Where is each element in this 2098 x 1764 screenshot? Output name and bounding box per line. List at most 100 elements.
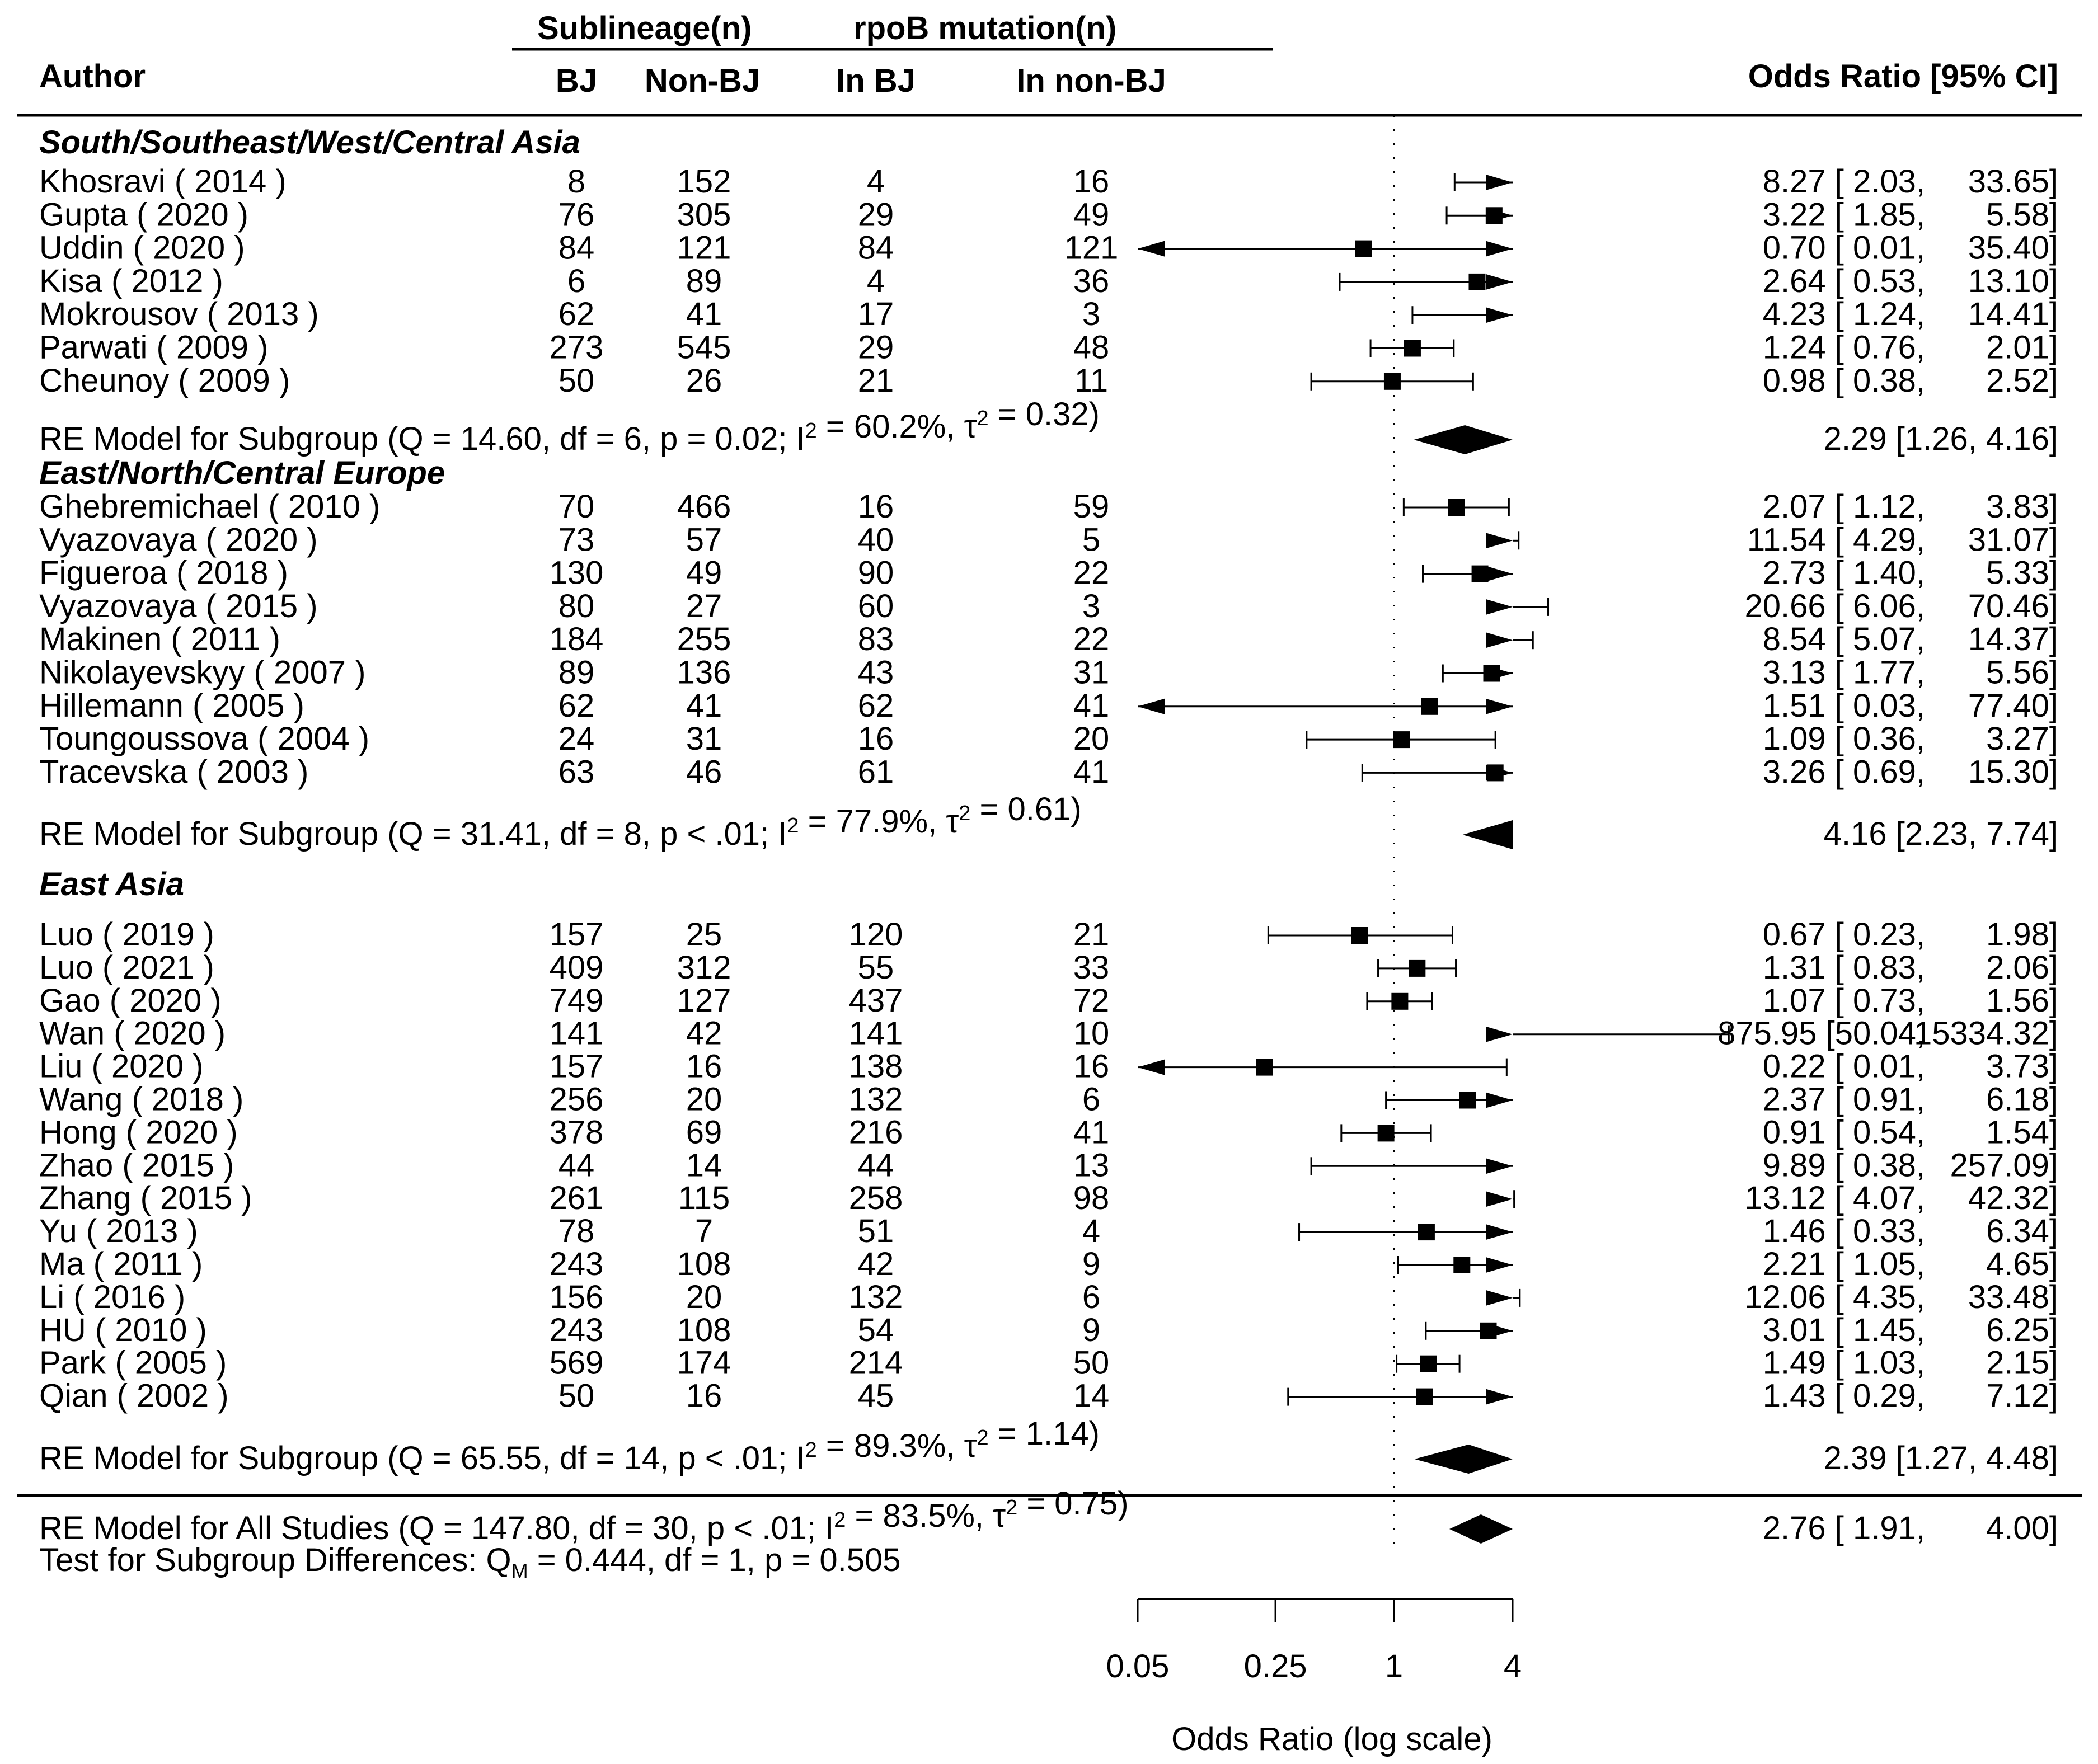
study-in-nonbj: 3 — [1082, 588, 1100, 624]
study-nonbj: 16 — [686, 1378, 722, 1414]
study-in-bj: 29 — [858, 196, 894, 233]
study-estimate: 2.21 [ 1.05, — [1763, 1246, 1925, 1282]
study-nonbj: 26 — [686, 363, 722, 399]
study-author: Makinen ( 2011 ) — [39, 621, 280, 657]
study-upper-ci: 257.09] — [1950, 1147, 2058, 1183]
x-tick-label: 0.05 — [1106, 1648, 1170, 1685]
study-upper-ci: 2.52] — [1986, 363, 2058, 399]
study-estimate: 0.98 [ 0.38, — [1763, 363, 1925, 399]
study-upper-ci: 70.46] — [1968, 588, 2058, 624]
study-in-nonbj: 121 — [1064, 230, 1119, 266]
study-author: Nikolayevskyy ( 2007 ) — [39, 655, 365, 691]
overall-model-label: RE Model for All Studies (Q = 147.80, df… — [39, 1485, 1129, 1546]
study-in-bj: 437 — [849, 982, 903, 1019]
study-author: Li ( 2016 ) — [39, 1279, 185, 1315]
study-in-nonbj: 50 — [1073, 1345, 1110, 1381]
study-upper-ci: 13.10] — [1968, 263, 2058, 299]
study-author: Wan ( 2020 ) — [39, 1015, 226, 1052]
study-estimate: 20.66 [ 6.06, — [1745, 588, 1925, 624]
study-in-bj: 16 — [858, 488, 894, 525]
study-upper-ci: 6.25] — [1986, 1312, 2058, 1348]
study-estimate: 1.49 [ 1.03, — [1763, 1345, 1925, 1381]
study-upper-ci: 33.65] — [1968, 163, 2058, 200]
superscript: 2 — [959, 802, 970, 825]
study-estimate: 2.73 [ 1.40, — [1763, 555, 1925, 591]
study-author: Khosravi ( 2014 ) — [39, 163, 287, 200]
study-bj: 62 — [558, 296, 595, 332]
study-nonbj: 20 — [686, 1081, 722, 1118]
study-in-nonbj: 4 — [1082, 1213, 1100, 1249]
forest-content: South/Southeast/West/Central AsiaKhosrav… — [17, 115, 2082, 1582]
study-nonbj: 136 — [677, 655, 731, 691]
study-author: Cheunoy ( 2009 ) — [39, 363, 290, 399]
study-in-nonbj: 6 — [1082, 1279, 1100, 1315]
study-bj: 24 — [558, 721, 595, 757]
study-author: Luo ( 2019 ) — [39, 916, 214, 953]
label-part: = 0.61) — [970, 791, 1081, 827]
study-in-nonbj: 11 — [1074, 363, 1108, 399]
point-estimate — [1471, 565, 1489, 582]
study-bj: 409 — [550, 949, 604, 986]
label-part: Test for Subgroup Differences: Q — [39, 1542, 511, 1578]
subgroup-model-label: RE Model for Subgroup (Q = 14.60, df = 6… — [39, 396, 1100, 457]
point-estimate — [1409, 959, 1426, 977]
study-in-bj: 120 — [849, 916, 903, 953]
study-upper-ci: 15.30] — [1968, 754, 2058, 790]
study-bj: 89 — [558, 655, 595, 691]
study-author: Tracevska ( 2003 ) — [39, 754, 308, 790]
ci-arrow-left — [1138, 241, 1165, 257]
study-in-bj: 51 — [858, 1213, 894, 1249]
study-author: Toungoussova ( 2004 ) — [39, 721, 369, 757]
study-in-nonbj: 21 — [1073, 916, 1110, 953]
study-author: Park ( 2005 ) — [39, 1345, 227, 1381]
study-estimate: 1.07 [ 0.73, — [1763, 982, 1925, 1019]
x-axis: Odds Ratio (log scale) 0.05 0.25 1 4 — [1106, 1598, 1522, 1757]
study-in-bj: 141 — [849, 1015, 903, 1052]
superscript: 2 — [805, 419, 817, 443]
study-bj: 44 — [558, 1147, 595, 1183]
ci-arrow-right — [1486, 1290, 1513, 1306]
subgroup-diamond — [1462, 820, 1513, 849]
study-upper-ci: 33.48] — [1968, 1279, 2058, 1315]
study-upper-ci: 35.40] — [1968, 230, 2058, 266]
study-nonbj: 121 — [677, 230, 731, 266]
subgroup-model-label: RE Model for Subgroup (Q = 31.41, df = 8… — [39, 791, 1082, 852]
ci-arrow-right — [1486, 698, 1513, 714]
ci-arrow-right — [1486, 1389, 1513, 1405]
study-in-bj: 4 — [867, 263, 885, 299]
study-bj: 8 — [567, 163, 585, 200]
study-estimate: 1.51 [ 0.03, — [1763, 688, 1925, 724]
point-estimate — [1351, 927, 1368, 944]
study-upper-ci: 14.41] — [1968, 296, 2058, 332]
study-upper-ci: 31.07] — [1968, 521, 2058, 558]
study-in-bj: 61 — [858, 754, 894, 790]
study-nonbj: 16 — [686, 1048, 722, 1085]
study-bj: 378 — [550, 1114, 604, 1150]
point-estimate — [1421, 698, 1438, 715]
ci-arrow-right — [1486, 599, 1513, 615]
study-upper-ci: 1.98] — [1986, 916, 2058, 953]
overall-diamond — [1449, 1514, 1513, 1544]
study-in-nonbj: 14 — [1073, 1378, 1110, 1414]
study-nonbj: 20 — [686, 1279, 722, 1315]
study-author: Yu ( 2013 ) — [39, 1213, 198, 1249]
point-estimate — [1468, 273, 1486, 290]
study-estimate: 875.95 [50.04, — [1717, 1015, 1925, 1052]
study-author: Vyazovaya ( 2020 ) — [39, 521, 318, 558]
label-part: = 1.14) — [989, 1415, 1100, 1452]
point-estimate — [1256, 1059, 1273, 1076]
study-estimate: 12.06 [ 4.35, — [1745, 1279, 1925, 1315]
point-estimate — [1459, 1092, 1476, 1109]
study-nonbj: 305 — [677, 196, 731, 233]
study-in-nonbj: 49 — [1073, 196, 1110, 233]
study-in-bj: 258 — [849, 1180, 903, 1216]
study-estimate: 0.70 [ 0.01, — [1763, 230, 1925, 266]
study-in-bj: 138 — [849, 1048, 903, 1085]
study-bj: 273 — [550, 330, 604, 366]
study-upper-ci: 7.12] — [1986, 1378, 2058, 1414]
label-part: = 77.9%, τ — [799, 803, 959, 840]
study-nonbj: 115 — [678, 1180, 730, 1216]
study-nonbj: 25 — [686, 916, 722, 953]
study-bj: 78 — [558, 1213, 595, 1249]
study-estimate: 0.67 [ 0.23, — [1763, 916, 1925, 953]
